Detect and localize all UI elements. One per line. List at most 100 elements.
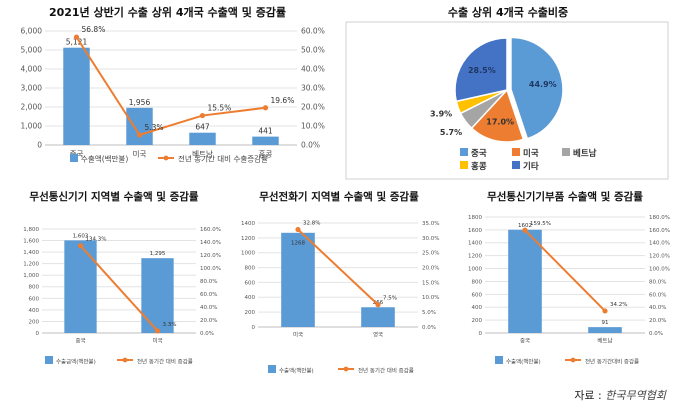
legend-swatch [460,161,468,169]
y2-tick-label: 80.0% [649,279,666,285]
y2-tick-label: 100.0% [649,266,670,272]
y2-tick-label: 5.0% [422,310,436,316]
legend-swatch [460,148,468,156]
bar [281,232,315,327]
y-tick-label: 0 [252,325,256,331]
x-tick-label: 베트남 [192,150,213,159]
line-point [522,227,528,233]
legend-marker-line [163,155,169,161]
chart-top-exports: 2021년 상반기 수출 상위 4개국 수출액 및 증감률 0 1,000 2,00… [0,0,335,170]
line-point [77,243,84,249]
pie-slice [510,36,564,140]
y2-tick-label: 0.0% [422,325,436,331]
chart-wireless-parts: 무선통신기기부품 수출액 및 증감률 0 200 400 600 800 1000 1200… [450,185,680,375]
y2-tick-label: 50.0% [301,46,325,55]
line-point [262,105,269,111]
legend-swatch [512,161,520,169]
line-point [199,112,206,119]
y-tick-label: 400 [245,295,256,301]
y2-tick-label: 10.0% [422,295,439,301]
y-tick-label: 800 [245,265,256,271]
pie-slice [454,37,508,103]
y2-tick-label: 15.0% [422,280,439,286]
y-tick-label: 1,000 [23,273,39,279]
chart-wireless-phones: 무선전화기 지역별 수출액 및 증감률 0 200 400 600 800 1000 120… [228,185,450,385]
chart-svg: 0 200 400 600 800 1,000 1,200 1,400 1,600 1,800 0.… [23,227,221,366]
y-tick-label: 1600 [468,228,482,234]
pie-value-label: 5.7% [440,128,462,137]
y2-tick-label: 0.0% [200,331,214,337]
y2-tick-label: 100.0% [200,266,221,272]
x-tick-label: 베트남 [597,337,612,345]
bar [588,327,622,333]
chart-frame [345,21,669,180]
x-tick-label: 미국 [293,331,303,339]
legend-label-bars: 수출액(백만불) [81,154,128,164]
line-value-label: 56.8% [82,25,106,34]
y-tick-label: 5,000 [21,46,43,55]
y-tick-label: 1,400 [23,250,39,256]
legend-swatch [512,148,520,156]
bar [141,258,174,333]
legend-label-line: 전년 동기간 대비 증감률 [137,358,193,366]
line-point [73,34,80,40]
legend-marker-line [570,357,576,363]
line-point [295,226,301,233]
chart-title: 무선통신기기부품 수출액 및 증감률 [487,191,643,203]
chart-wireless-devices: 무선통신기기 지역별 수출액 및 증감률 0 200 400 600 800 1,000 1… [0,185,228,375]
y-tick-label: 1,000 [21,122,43,131]
source-org: 한국무역협회 [605,389,666,402]
bar [252,136,279,145]
legend-swatch-bars [495,356,503,364]
source-label: 자료 : [574,389,602,402]
legend-label: 미국 [523,148,539,159]
y2-tick-label: 20.0% [422,265,439,271]
legend-label-line: 전년 동기간 대비 증감률 [358,367,414,375]
line-value-label: 134.3% [86,237,107,243]
y-tick-label: 4,000 [21,65,43,74]
y-tick-label: 1400 [468,241,482,247]
pie-value-label: 3.9% [430,110,452,119]
y-tick-label: 1000 [241,251,255,257]
legend-label-bars: 수출액(백만불) [506,358,541,366]
y-tick-label: 1200 [468,254,482,260]
bar [189,132,216,145]
y-tick-label: 800 [29,285,40,291]
line-point [136,132,143,138]
y-tick-label: 1400 [241,221,255,227]
pie-value-label: 17.0% [486,118,514,127]
y2-tick-label: 160.0% [649,228,670,234]
y2-tick-label: 40.0% [649,305,666,311]
x-tick-label: 미국 [133,150,147,159]
y-tick-label: 800 [472,279,483,285]
legend-swatch [562,148,570,156]
legend-swatch-bars [45,356,53,364]
y-tick-label: 6,000 [21,27,43,36]
line-series [75,36,266,137]
line-series [297,228,379,306]
y2-tick-label: 0.0% [649,331,663,337]
line-value-label: 19.6% [271,96,295,105]
y2-tick-label: 40.0% [200,305,217,311]
line-value-label: 7.5% [383,296,397,302]
y2-tick-label: 140.0% [649,241,670,247]
line-series [524,229,606,312]
y-tick-label: 600 [29,296,40,302]
y-tick-label: 0 [36,331,40,337]
bar [361,307,395,327]
y-tick-label: 200 [245,310,256,316]
bar [508,229,542,333]
chart-export-share: 수출 상위 4개국 수출비중 44.9% 17.0% 5.7% 3.9% 28.5% 중국… [340,0,676,185]
y-tick-label: 2,000 [21,103,43,112]
line-value-label: 3.3% [163,322,177,328]
y-tick-label: 200 [472,318,483,324]
y-tick-label: 3,000 [21,84,43,93]
chart-title: 무선전화기 지역별 수출액 및 증감률 [259,191,419,203]
pie-value-label: 28.5% [468,66,496,75]
y2-tick-label: 0.0% [301,141,320,150]
y2-tick-label: 160.0% [200,227,221,233]
y2-tick-label: 25.0% [422,251,439,257]
pie-value-label: 44.9% [529,80,557,89]
y2-tick-label: 20.0% [200,318,217,324]
y-tick-label: 1200 [241,236,255,242]
